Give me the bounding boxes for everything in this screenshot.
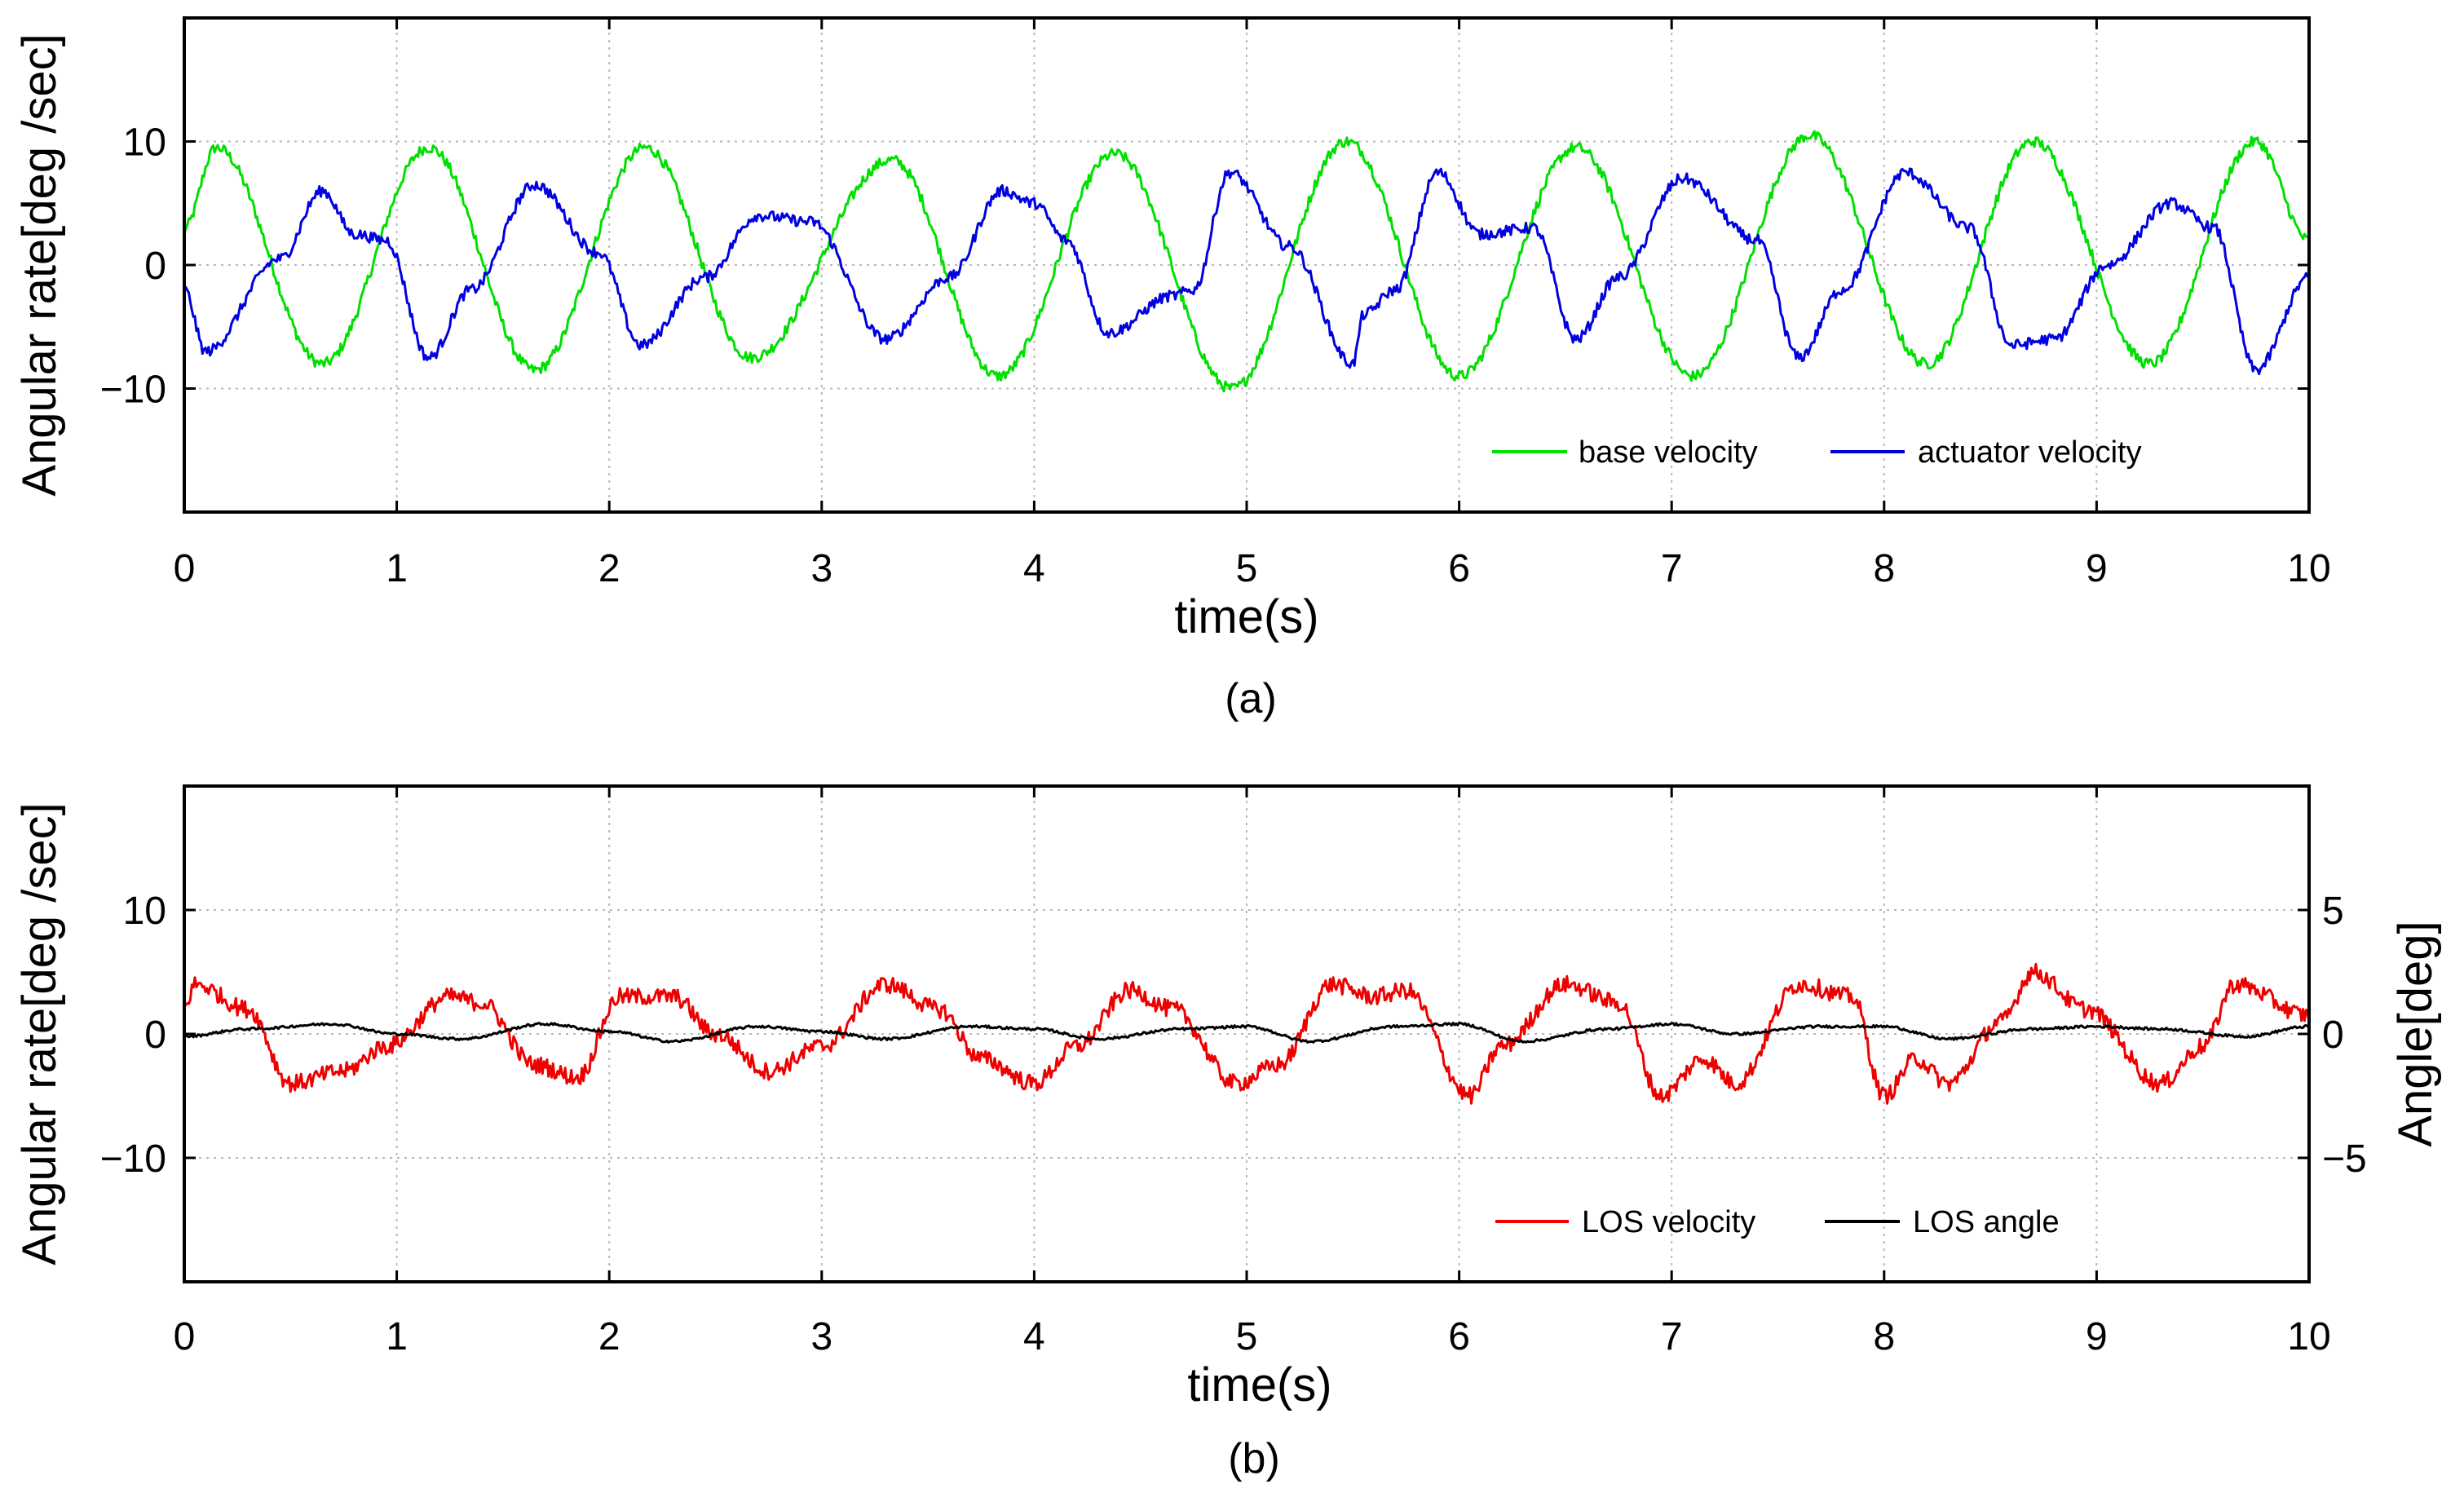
x-tick-label: 2 — [598, 1315, 620, 1358]
x-tick-label: 9 — [2086, 547, 2108, 590]
panel-a: 0 1 2 3 4 5 6 7 8 9 10 −10 0 10 time(s) Angular rate… — [13, 16, 2331, 722]
x-tick-label: 0 — [174, 547, 196, 590]
plot-frame-a — [183, 16, 2311, 514]
x-tick-label: 6 — [1448, 1315, 1470, 1358]
x-axis-label-a: time(s) — [1174, 590, 1318, 643]
legend-label-los-angle: LOS angle — [1913, 1205, 2060, 1239]
x-tick-label: 5 — [1236, 547, 1258, 590]
y-right-tick-labels-b: −5 0 5 — [2322, 890, 2367, 1181]
panel-caption-b: (b) — [1228, 1435, 1280, 1482]
y-tick-label: 0 — [144, 1014, 166, 1057]
x-tick-label: 8 — [1873, 1315, 1895, 1358]
x-tick-label: 1 — [386, 1315, 408, 1358]
y-tick-label: 10 — [123, 890, 166, 933]
y-right-tick-label: −5 — [2322, 1137, 2367, 1181]
x-tick-label: 5 — [1236, 1315, 1258, 1358]
x-tick-label: 4 — [1023, 1315, 1045, 1358]
legend-label-actuator-velocity: actuator velocity — [1918, 435, 2142, 470]
legend-b: LOS velocity LOS angle — [1495, 1205, 2060, 1239]
series-line-los-velocity — [183, 962, 2311, 1105]
y-tick-label: 10 — [123, 121, 166, 165]
x-tick-labels-b: 0 1 2 3 4 5 6 7 8 9 10 — [174, 1315, 2331, 1358]
series-line-actuator-velocity — [183, 167, 2310, 376]
grid-a — [183, 18, 2311, 512]
x-tick-label: 2 — [598, 547, 620, 590]
panel-b: 0 1 2 3 4 5 6 7 8 9 10 −10 0 10 −5 0 5 time(s) Angular… — [13, 784, 2442, 1482]
x-tick-label: 0 — [174, 1315, 196, 1358]
x-tick-label: 10 — [2287, 547, 2330, 590]
legend-label-los-velocity: LOS velocity — [1582, 1205, 1755, 1239]
panel-caption-a: (a) — [1225, 675, 1277, 722]
x-tick-label: 6 — [1448, 547, 1470, 590]
x-tick-label: 10 — [2287, 1315, 2330, 1358]
legend-label-base-velocity: base velocity — [1579, 435, 1758, 470]
x-axis-label-b: time(s) — [1187, 1358, 1331, 1411]
y-right-tick-label: 5 — [2322, 890, 2344, 933]
x-tick-label: 3 — [810, 547, 832, 590]
series-b — [183, 962, 2311, 1105]
series-line-base-velocity — [183, 130, 2310, 393]
y-tick-label: −10 — [100, 1137, 166, 1181]
x-tick-labels-a: 0 1 2 3 4 5 6 7 8 9 10 — [174, 547, 2331, 590]
x-tick-label: 7 — [1661, 1315, 1683, 1358]
x-tick-label: 4 — [1023, 547, 1045, 590]
plot-frame-b — [183, 784, 2311, 1283]
x-tick-label: 3 — [810, 1315, 832, 1358]
y-right-tick-label: 0 — [2322, 1014, 2344, 1057]
series-a — [183, 130, 2310, 393]
x-tick-label: 7 — [1661, 547, 1683, 590]
y-axis-label-right-b: Angle[deg] — [2389, 921, 2442, 1146]
y-tick-label: 0 — [144, 245, 166, 288]
y-tick-labels-b: −10 0 10 — [100, 890, 166, 1181]
x-tick-label: 8 — [1873, 547, 1895, 590]
y-tick-label: −10 — [100, 369, 166, 412]
y-axis-label-a: Angular rate[deg /sec] — [13, 33, 66, 496]
y-tick-labels-a: −10 0 10 — [100, 121, 166, 412]
grid-b — [183, 786, 2311, 1282]
x-tick-label: 9 — [2086, 1315, 2108, 1358]
y-axis-label-b: Angular rate[deg /sec] — [13, 802, 66, 1265]
legend-a: base velocity actuator velocity — [1492, 435, 2142, 470]
series-line-los-angle — [183, 1021, 2310, 1044]
x-tick-label: 1 — [386, 547, 408, 590]
